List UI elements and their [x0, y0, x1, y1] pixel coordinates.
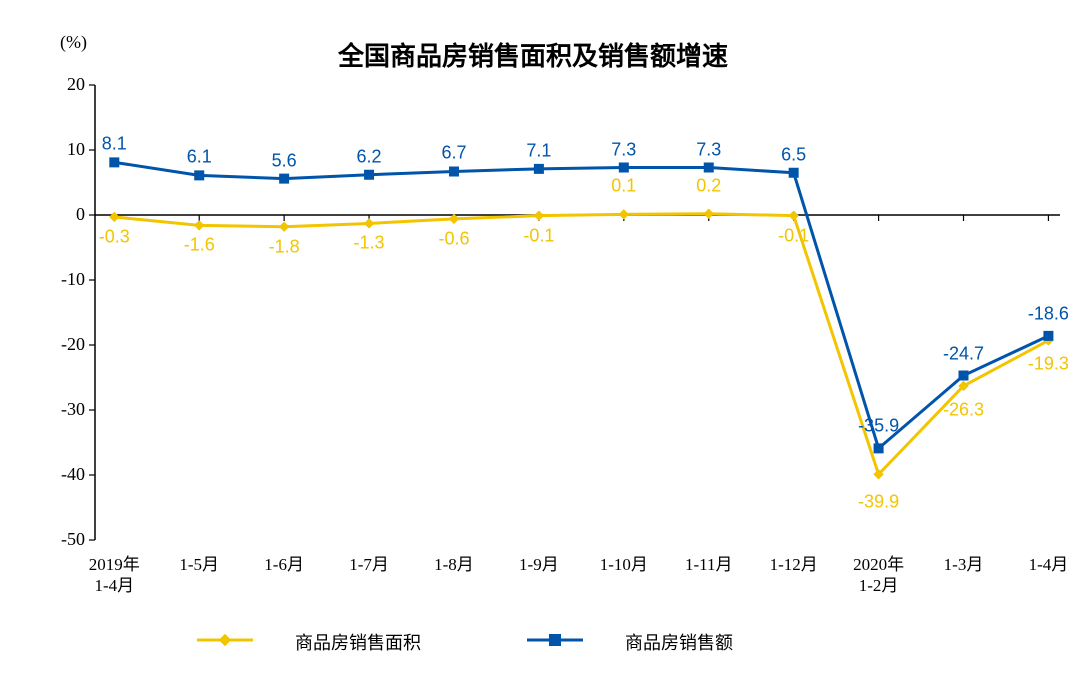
data-point-label: 0.1	[611, 176, 636, 197]
x-tick-label: 1-7月	[349, 554, 389, 575]
data-point-label: 8.1	[102, 134, 127, 155]
data-point-label: 6.5	[781, 144, 806, 165]
legend-label: 商品房销售额	[625, 629, 733, 655]
y-tick-label: -30	[25, 399, 85, 420]
y-tick-label: -40	[25, 464, 85, 485]
data-point-label: -0.3	[99, 226, 130, 247]
data-point-label: -39.9	[858, 492, 899, 513]
x-tick-label: 1-5月	[179, 554, 219, 575]
data-point-label: -0.6	[438, 228, 469, 249]
x-tick-label: 1-11月	[685, 554, 733, 575]
y-tick-label: -20	[25, 334, 85, 355]
data-point-label: 6.2	[357, 146, 382, 167]
x-tick-label: 1-12月	[770, 554, 818, 575]
x-tick-label: 2020年 1-2月	[853, 554, 904, 597]
x-tick-label: 1-3月	[944, 554, 984, 575]
data-point-label: -1.8	[269, 236, 300, 257]
y-tick-label: 10	[25, 139, 85, 160]
y-tick-label: 20	[25, 74, 85, 95]
data-point-label: -0.1	[523, 225, 554, 246]
data-point-label: -26.3	[943, 399, 984, 420]
data-point-label: -0.1	[778, 225, 809, 246]
x-tick-label: 1-4月	[1029, 554, 1069, 575]
plot-svg	[0, 0, 1080, 685]
y-tick-label: -10	[25, 269, 85, 290]
data-point-label: 5.6	[272, 150, 297, 171]
legend-label: 商品房销售面积	[295, 629, 421, 655]
data-point-label: -35.9	[858, 416, 899, 437]
y-tick-label: 0	[25, 204, 85, 225]
x-tick-label: 2019年 1-4月	[89, 554, 140, 597]
data-point-label: 7.1	[526, 140, 551, 161]
x-tick-label: 1-10月	[600, 554, 648, 575]
data-point-label: -24.7	[943, 343, 984, 364]
data-point-label: -19.3	[1028, 354, 1069, 375]
data-point-label: 0.2	[696, 175, 721, 196]
data-point-label: -18.6	[1028, 303, 1069, 324]
y-tick-label: -50	[25, 529, 85, 550]
data-point-label: -1.6	[184, 235, 215, 256]
x-tick-label: 1-8月	[434, 554, 474, 575]
data-point-label: 6.1	[187, 147, 212, 168]
data-point-label: -1.3	[354, 233, 385, 254]
data-point-label: 6.7	[441, 143, 466, 164]
chart-container: (%) 全国商品房销售面积及销售额增速 20100-10-20-30-40-50…	[0, 0, 1080, 685]
x-tick-label: 1-6月	[264, 554, 304, 575]
x-tick-label: 1-9月	[519, 554, 559, 575]
data-point-label: 7.3	[696, 139, 721, 160]
data-point-label: 7.3	[611, 139, 636, 160]
